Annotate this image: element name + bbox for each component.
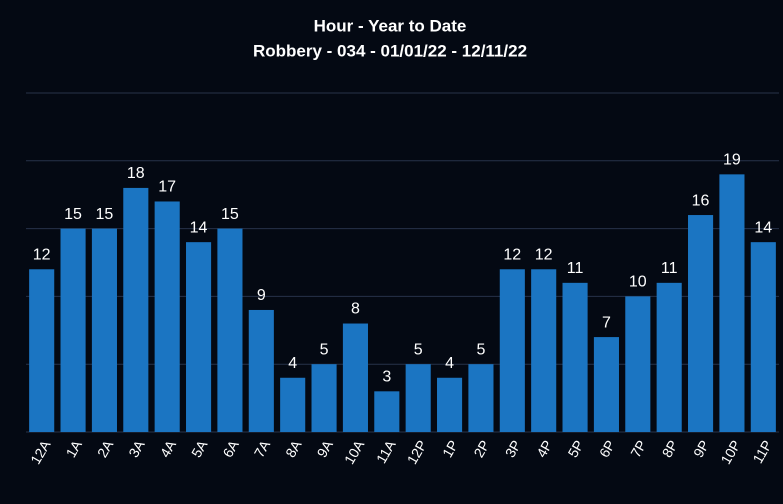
x-tick-label: 6A	[219, 437, 242, 460]
x-tick-label: 4P	[533, 437, 555, 460]
x-tick-label: 6P	[596, 437, 618, 460]
value-label: 15	[221, 206, 239, 223]
bar	[625, 296, 651, 432]
x-tick-label: 11P	[749, 437, 775, 466]
x-tick-label: 8P	[659, 437, 681, 460]
value-label: 8	[351, 301, 360, 318]
bar	[437, 377, 463, 432]
value-label: 4	[288, 355, 297, 372]
value-label: 5	[476, 341, 485, 358]
x-tick-label: 12P	[404, 437, 430, 467]
value-label: 15	[96, 206, 114, 223]
x-tick-label: 11A	[373, 437, 399, 466]
bar	[123, 187, 149, 432]
value-label: 16	[692, 192, 710, 209]
bar	[154, 201, 180, 432]
x-tick-label: 5P	[564, 437, 586, 460]
value-label: 12	[33, 246, 51, 263]
bar	[531, 269, 557, 432]
value-label: 12	[503, 246, 521, 263]
x-tick-label: 5A	[188, 437, 211, 460]
x-tick-label: 9P	[690, 437, 712, 460]
bar	[719, 174, 745, 433]
bar	[562, 282, 588, 432]
bar	[186, 242, 212, 432]
x-tick-label: 10A	[341, 437, 368, 467]
value-label: 18	[127, 165, 145, 182]
bar	[374, 391, 400, 432]
x-tick-label: 1P	[439, 437, 461, 460]
value-label: 12	[535, 246, 553, 263]
value-label: 9	[257, 287, 266, 304]
bar	[750, 242, 776, 432]
value-label: 17	[158, 179, 176, 196]
value-label: 14	[190, 219, 208, 236]
bar	[311, 364, 337, 432]
bar	[342, 323, 368, 432]
x-tick-label: 2P	[470, 437, 492, 460]
bar	[280, 377, 306, 432]
bar	[468, 364, 494, 432]
chart-subtitle: Robbery - 034 - 01/01/22 - 12/11/22	[253, 41, 527, 60]
x-tick-label: 1A	[62, 437, 85, 460]
bar	[29, 269, 55, 432]
bar	[405, 364, 431, 432]
value-label: 11	[661, 260, 678, 277]
x-tick-label: 8A	[282, 437, 305, 460]
bar	[688, 215, 714, 432]
value-label: 5	[414, 341, 423, 358]
x-tick-label: 12A	[27, 437, 54, 467]
value-label: 19	[723, 152, 741, 169]
bar	[499, 269, 525, 432]
x-tick-label: 7P	[627, 437, 649, 460]
bar	[656, 282, 682, 432]
x-tick-label: 7A	[251, 437, 274, 460]
bar	[593, 337, 619, 432]
value-label: 3	[382, 369, 391, 386]
value-label: 11	[567, 260, 584, 277]
value-label: 7	[602, 314, 611, 331]
x-tick-label: 3A	[125, 437, 148, 460]
chart-title: Hour - Year to Date	[314, 16, 467, 35]
value-label: 10	[629, 274, 647, 291]
value-label: 14	[754, 219, 772, 236]
bar	[91, 228, 117, 432]
x-tick-label: 2A	[94, 437, 117, 460]
bar	[60, 228, 86, 432]
x-tick-label: 9A	[313, 437, 336, 460]
value-label: 15	[64, 206, 82, 223]
x-tick-label: 10P	[717, 437, 743, 467]
x-tick-label: 3P	[502, 437, 524, 460]
value-label: 4	[445, 355, 454, 372]
bar	[217, 228, 243, 432]
x-tick-label: 4A	[157, 437, 180, 460]
bar	[248, 309, 274, 432]
value-label: 5	[320, 341, 329, 358]
